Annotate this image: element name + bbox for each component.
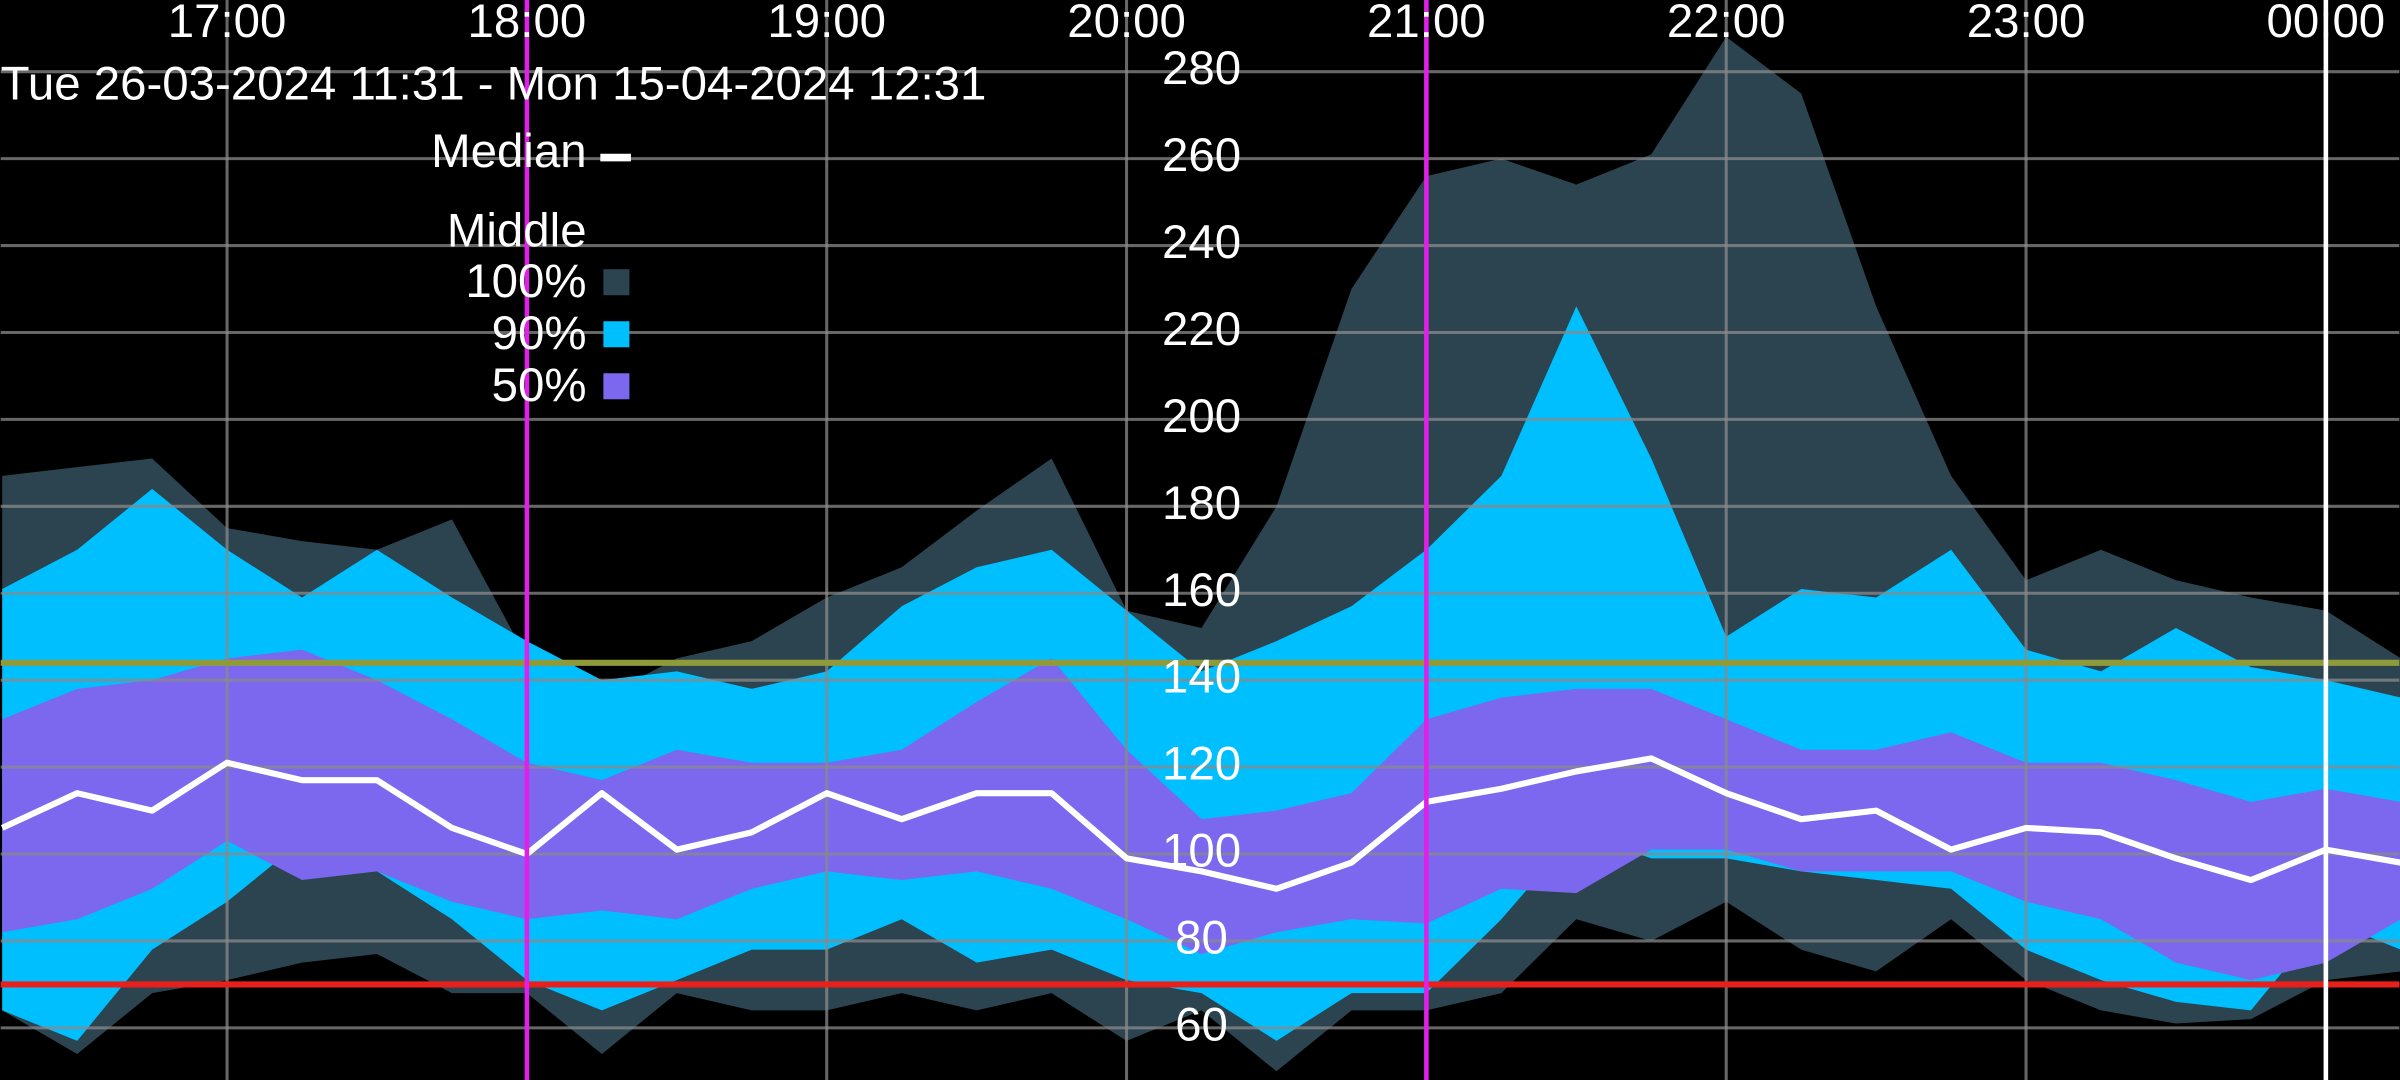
legend: Median Middle 100%90%50% xyxy=(431,125,631,412)
y-tick-label: 120 xyxy=(1162,738,1241,791)
y-tick-label: 200 xyxy=(1162,390,1241,443)
legend-heading: Middle xyxy=(447,205,587,258)
legend-label: 90% xyxy=(492,307,587,360)
y-tick-label: 260 xyxy=(1162,129,1241,182)
x-tick-label: 23:00 xyxy=(1967,0,2086,48)
x-tick-label: 20:00 xyxy=(1067,0,1186,48)
x-tick-label: 21:00 xyxy=(1367,0,1486,48)
bands xyxy=(2,36,2400,1072)
legend-swatch xyxy=(603,321,630,348)
x-tick-label: 17:00 xyxy=(168,0,287,48)
y-tick-label: 100 xyxy=(1162,825,1241,878)
band-area xyxy=(2,649,2400,981)
median-line xyxy=(0,755,2400,892)
y-tick-label: 240 xyxy=(1162,216,1241,269)
x-tick-label: 22:00 xyxy=(1667,0,1786,48)
legend-swatch xyxy=(603,373,630,400)
y-tick-label: 160 xyxy=(1162,564,1241,617)
y-tick-label: 60 xyxy=(1175,998,1228,1051)
y-tick-label: 180 xyxy=(1162,477,1241,530)
y-tick-label: 220 xyxy=(1162,303,1241,356)
legend-label: 100% xyxy=(465,255,586,308)
y-tick-label: 140 xyxy=(1162,651,1241,704)
y-tick-label: 80 xyxy=(1175,911,1228,964)
y-tick-label: 280 xyxy=(1162,42,1241,95)
chart-title: Tue 26-03-2024 11:31 - Mon 15-04-2024 12… xyxy=(1,58,987,111)
legend-label: Median xyxy=(431,125,586,178)
x-tick-label: 00:00 xyxy=(2267,0,2386,48)
legend-label: 50% xyxy=(492,359,587,412)
x-tick-label: 19:00 xyxy=(767,0,886,48)
legend-swatch xyxy=(603,269,630,296)
x-tick-label: 18:00 xyxy=(468,0,587,48)
